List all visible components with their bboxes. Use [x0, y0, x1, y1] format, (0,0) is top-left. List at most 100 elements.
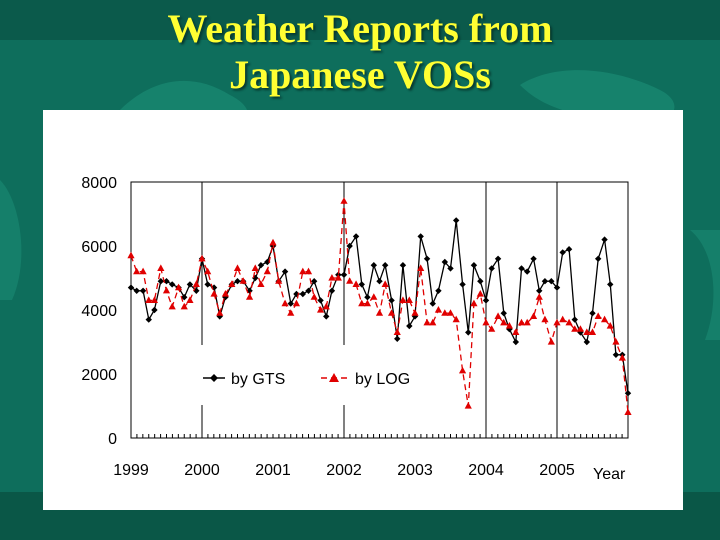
series-gts-point: [281, 268, 289, 275]
series-log-point: [292, 299, 301, 307]
series-gts-point: [470, 262, 478, 269]
series-log-point: [387, 309, 396, 316]
y-tick-label: 4000: [81, 303, 117, 320]
series-log-point: [393, 328, 401, 335]
y-tick-label: 2000: [81, 367, 117, 384]
series-log-point: [133, 267, 141, 275]
series-log-point: [547, 338, 555, 345]
series-gts-point: [594, 255, 602, 262]
series-log-point: [210, 290, 218, 297]
series-log-point: [464, 402, 472, 409]
series-log-point: [287, 309, 295, 316]
series-gts-point: [293, 290, 300, 298]
series-log-point: [216, 309, 224, 316]
slide-title-line2: Japanese VOSs: [229, 52, 491, 97]
series-gts-point: [465, 329, 472, 336]
series-log-point: [186, 296, 194, 303]
series-gts-point: [328, 287, 336, 294]
series-log-point: [363, 299, 372, 307]
series-gts-point: [589, 310, 596, 317]
series-log-point: [162, 286, 171, 294]
series-log-point: [446, 309, 455, 316]
series-gts-point: [494, 255, 502, 262]
series-log-point: [583, 328, 591, 335]
series-gts-point: [447, 265, 454, 272]
series-gts-point: [388, 297, 395, 304]
series-log-point: [233, 264, 242, 271]
series-gts-point: [151, 306, 158, 314]
slide-title: Weather Reports from Japanese VOSs: [0, 6, 720, 98]
background-band-top: [0, 0, 720, 40]
series-gts-point: [452, 217, 460, 224]
series-log-point: [375, 309, 384, 316]
series-log-point: [322, 302, 330, 310]
series-log-point: [405, 296, 413, 303]
series-log-point: [500, 318, 508, 326]
x-axis-year-labels: 1999 2000 2001 2002 2003 2004 2005: [113, 462, 575, 479]
legend-log-marker: [329, 373, 339, 382]
x-axis-label: Year: [593, 466, 626, 483]
series-log-point: [228, 280, 236, 287]
chart-panel: 0 2000 4000 6000 8000 1999 2000 2001 2002 2003 20…: [43, 110, 683, 510]
series-gts-point: [406, 322, 413, 330]
series-log-point: [553, 318, 561, 326]
legend-log-label: by LOG: [355, 371, 410, 388]
series-log-point: [328, 274, 336, 281]
series-gts-point: [559, 249, 566, 256]
series-log-point: [157, 264, 165, 271]
series-log-point: [239, 277, 247, 284]
series-gts-point: [441, 258, 449, 266]
series-log-point: [180, 302, 188, 310]
series-log-point: [624, 408, 632, 415]
series-log-point: [304, 267, 313, 275]
series-log-point: [588, 328, 597, 335]
series-gts-point: [376, 278, 383, 285]
series-log-point: [334, 274, 342, 281]
series-log-point: [340, 197, 348, 204]
series-log-point: [145, 296, 153, 303]
series-gts-point: [512, 338, 520, 346]
series-gts-point: [370, 262, 378, 269]
legend-gts-label: by GTS: [231, 371, 285, 388]
series-gts-point: [500, 310, 507, 317]
series-gts-point: [607, 281, 614, 288]
series-gts-point: [571, 316, 578, 323]
series-gts-point: [257, 262, 265, 269]
series-log-point: [352, 280, 360, 287]
series-log-point: [150, 296, 159, 303]
series-gts-point: [565, 246, 573, 253]
series-gts-point: [583, 338, 591, 346]
series-log-point: [198, 254, 206, 262]
series-log-point: [541, 315, 549, 323]
series-log-point: [565, 318, 573, 326]
legend-gts-marker: [210, 374, 218, 382]
series-gts-point: [423, 255, 431, 262]
series-gts-point: [394, 335, 401, 342]
series-gts-point: [429, 300, 436, 307]
series-gts-point: [399, 262, 407, 269]
series-log-point: [470, 299, 478, 307]
series-log-point: [316, 306, 325, 313]
series-log-point: [269, 238, 277, 246]
series-log-point: [505, 322, 514, 329]
series-log-point: [559, 315, 567, 323]
series-gts-point: [133, 287, 140, 294]
series-gts-point: [287, 300, 294, 307]
series-log-point: [257, 280, 265, 287]
x-tick-label: 2005: [539, 462, 575, 479]
y-tick-label: 0: [108, 431, 117, 448]
series-gts-point: [459, 281, 466, 288]
series-gts-point: [381, 262, 389, 269]
series-log-point: [441, 309, 449, 316]
series-gts-point: [234, 278, 241, 285]
series-layer: [127, 197, 632, 415]
series-log-point: [417, 264, 425, 271]
series-log-point: [299, 267, 307, 275]
legend: by GTS by LOG: [183, 345, 433, 405]
series-log-point: [594, 312, 602, 319]
series-gts-point: [352, 233, 360, 240]
series-log-point: [458, 366, 467, 374]
series-log-point: [168, 302, 176, 310]
series-gts-point: [346, 242, 353, 250]
series-log-point: [523, 318, 531, 326]
